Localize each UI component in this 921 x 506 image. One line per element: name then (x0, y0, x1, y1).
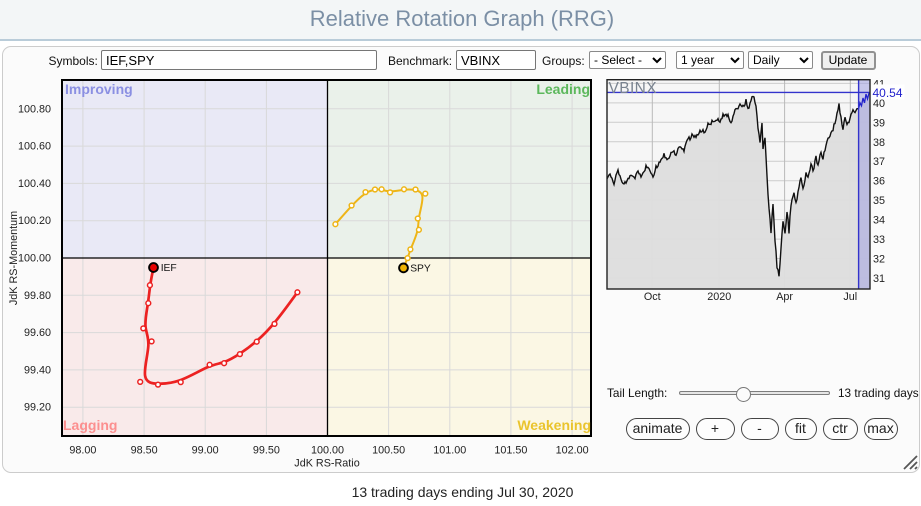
svg-text:99.50: 99.50 (253, 445, 280, 457)
svg-text:101.50: 101.50 (494, 445, 527, 457)
svg-text:99.20: 99.20 (24, 402, 51, 414)
svg-text:100.00: 100.00 (311, 445, 344, 457)
svg-text:IEF: IEF (161, 263, 177, 274)
svg-text:JdK RS-Momentum: JdK RS-Momentum (8, 211, 20, 305)
svg-text:34: 34 (873, 215, 885, 227)
svg-text:31: 31 (873, 273, 885, 285)
svg-text:Lagging: Lagging (63, 417, 117, 433)
svg-text:36: 36 (873, 176, 885, 188)
svg-text:38: 38 (873, 137, 885, 149)
svg-text:99.40: 99.40 (24, 364, 51, 376)
svg-text:40: 40 (873, 98, 885, 110)
svg-text:2020: 2020 (707, 291, 731, 303)
svg-text:40.54: 40.54 (873, 86, 903, 100)
svg-text:35: 35 (873, 195, 885, 207)
svg-text:39: 39 (873, 117, 885, 129)
svg-text:100.60: 100.60 (18, 141, 51, 153)
svg-text:100.40: 100.40 (18, 178, 51, 190)
svg-text:98.50: 98.50 (131, 445, 158, 457)
svg-text:Apr: Apr (776, 291, 793, 303)
svg-text:37: 37 (873, 156, 885, 168)
svg-text:Oct: Oct (644, 291, 661, 303)
svg-text:100.00: 100.00 (18, 253, 51, 265)
svg-text:101.00: 101.00 (433, 445, 466, 457)
svg-text:99.60: 99.60 (24, 327, 51, 339)
svg-text:33: 33 (873, 234, 885, 246)
svg-text:Improving: Improving (65, 81, 133, 97)
svg-text:VBINX: VBINX (609, 80, 658, 97)
svg-text:JdK RS-Ratio: JdK RS-Ratio (294, 458, 359, 470)
svg-text:SPY: SPY (410, 264, 431, 275)
svg-text:99.00: 99.00 (192, 445, 219, 457)
svg-text:100.50: 100.50 (372, 445, 405, 457)
svg-text:100.80: 100.80 (18, 103, 51, 115)
svg-text:98.00: 98.00 (69, 445, 96, 457)
svg-text:Weakening: Weakening (517, 417, 591, 433)
svg-text:Leading: Leading (536, 81, 590, 97)
svg-text:99.80: 99.80 (24, 290, 51, 302)
svg-text:100.20: 100.20 (18, 215, 51, 227)
svg-text:32: 32 (873, 254, 885, 266)
svg-text:Jul: Jul (843, 291, 857, 303)
svg-text:102.00: 102.00 (556, 445, 589, 457)
